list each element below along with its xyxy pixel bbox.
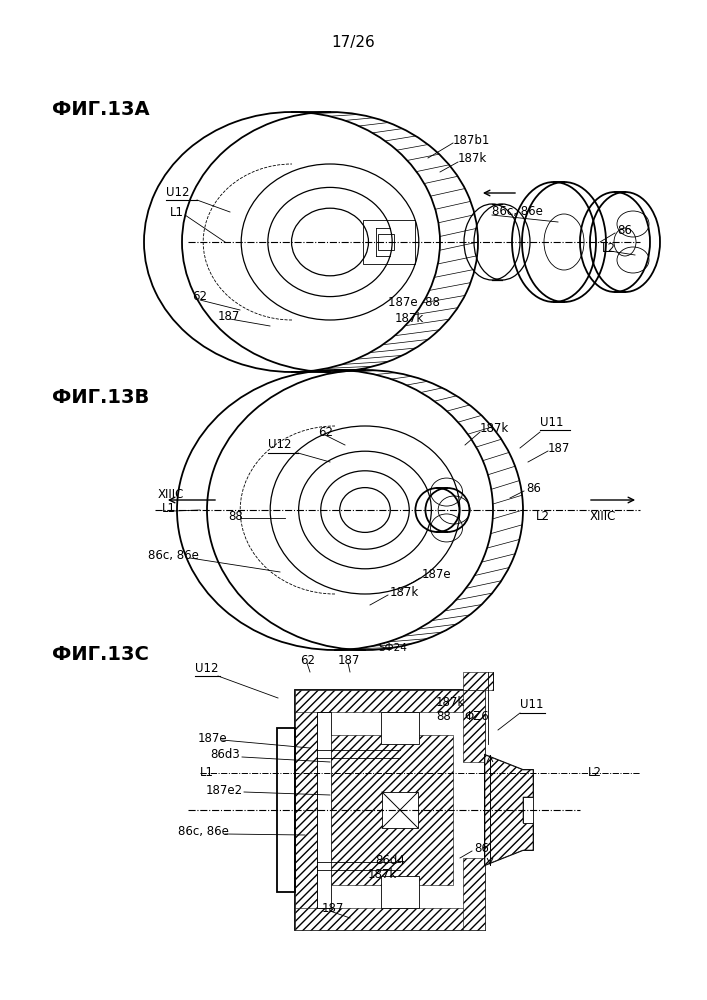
- Bar: [295, 690, 317, 930]
- Bar: [463, 672, 493, 690]
- Text: 187b1: 187b1: [453, 133, 491, 146]
- Text: 86: 86: [474, 842, 489, 854]
- Text: U12: U12: [268, 438, 291, 452]
- Bar: [363, 220, 416, 264]
- Polygon shape: [485, 755, 533, 865]
- Bar: [317, 712, 331, 908]
- Text: 187: 187: [548, 442, 571, 454]
- Text: U11: U11: [520, 698, 544, 712]
- Text: ФИГ.13А: ФИГ.13А: [52, 100, 150, 119]
- Text: 187k: 187k: [395, 312, 424, 324]
- Bar: [381, 712, 419, 744]
- Text: 62: 62: [192, 290, 207, 304]
- Bar: [381, 876, 419, 908]
- Text: L2: L2: [588, 766, 602, 780]
- Text: 86c, 86e: 86c, 86e: [492, 206, 543, 219]
- Text: 187: 187: [218, 310, 240, 322]
- Text: 17/26: 17/26: [332, 34, 375, 49]
- Text: 62: 62: [300, 654, 315, 666]
- Text: L1: L1: [200, 766, 214, 780]
- Text: 187k: 187k: [390, 585, 419, 598]
- Text: 88: 88: [228, 510, 243, 522]
- Text: ФИГ.13С: ФИГ.13С: [52, 645, 149, 664]
- Text: 187k: 187k: [368, 867, 397, 880]
- Text: L2: L2: [536, 510, 550, 522]
- Bar: [331, 735, 453, 885]
- Text: 62: 62: [318, 426, 333, 438]
- Text: 187e: 187e: [198, 732, 228, 744]
- Text: XIIIC: XIIIC: [590, 510, 617, 522]
- Text: U12: U12: [195, 662, 218, 674]
- Text: L1: L1: [170, 206, 184, 219]
- Bar: [463, 690, 485, 762]
- Bar: [463, 858, 485, 930]
- Text: 88: 88: [436, 710, 451, 722]
- Text: 187e  88: 187e 88: [388, 296, 440, 308]
- Text: 86d3: 86d3: [210, 748, 240, 762]
- Bar: [523, 797, 533, 823]
- Bar: [378, 234, 395, 250]
- Text: 86: 86: [526, 482, 541, 494]
- Text: 187k: 187k: [458, 151, 487, 164]
- Polygon shape: [485, 755, 533, 865]
- Text: 187: 187: [322, 902, 344, 914]
- Text: XIIIC: XIIIC: [158, 488, 185, 500]
- Text: 187: 187: [338, 654, 361, 666]
- Text: ΦZ6: ΦZ6: [464, 710, 489, 722]
- Text: U12: U12: [166, 186, 189, 198]
- Bar: [295, 690, 485, 712]
- Text: 86c, 86e: 86c, 86e: [148, 550, 199, 562]
- Text: 187e2: 187e2: [206, 784, 243, 796]
- Text: U11: U11: [540, 416, 563, 428]
- Text: L2: L2: [602, 241, 616, 254]
- Bar: [277, 728, 295, 892]
- Bar: [295, 908, 485, 930]
- Text: ФИГ.13B: ФИГ.13B: [52, 388, 149, 407]
- Text: 86: 86: [617, 224, 632, 236]
- Text: 187k: 187k: [480, 422, 509, 434]
- Bar: [382, 792, 418, 828]
- Text: 187e: 187e: [422, 568, 452, 580]
- Text: SФ24: SФ24: [378, 643, 407, 653]
- Text: L1: L1: [162, 502, 176, 514]
- Text: 86c, 86e: 86c, 86e: [178, 826, 229, 838]
- Bar: [295, 690, 485, 930]
- Text: 86d4: 86d4: [375, 854, 405, 866]
- Text: 187k: 187k: [436, 696, 465, 710]
